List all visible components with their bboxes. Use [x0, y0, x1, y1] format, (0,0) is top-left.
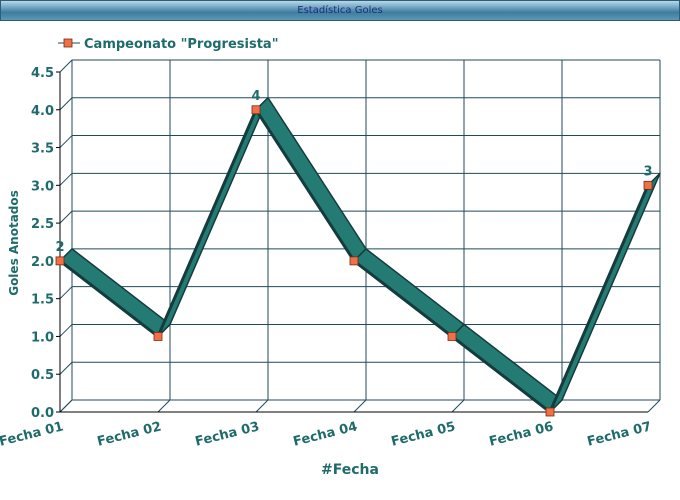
data-label: 3	[643, 164, 652, 179]
y-tick-label: 1.5	[31, 293, 54, 308]
series-line-segment	[59, 248, 171, 338]
data-label: 2	[55, 240, 64, 255]
plot-area: 0.0 0.5 1.0 1.5 2.0 2.5 3.0 3.5 4.0 4.5 Fecha 01 Fe…	[0, 59, 661, 450]
legend: Campeonato "Progresista"	[58, 37, 278, 52]
data-point-marker	[349, 256, 359, 266]
floor-depth-line	[353, 399, 367, 413]
x-axis-title: #Fecha	[321, 462, 379, 478]
floor-depth-line	[157, 399, 171, 413]
floor-depth-line	[647, 399, 661, 413]
series-line-segment	[353, 248, 465, 338]
y-tick-label: 1.0	[31, 330, 54, 345]
y-tick-label: 3.5	[31, 142, 54, 157]
y-tick-label: 0.0	[31, 406, 54, 421]
window-title: Estadística Goles	[297, 5, 383, 16]
wall-depth-line	[59, 135, 73, 148]
y-axis-title: Goles Anotados	[7, 190, 21, 296]
floor-depth-line	[255, 399, 269, 413]
y-tick-label: 2.5	[31, 217, 54, 232]
legend-label: Campeonato "Progresista"	[84, 37, 278, 52]
x-tick-label: Fecha 06	[488, 419, 555, 449]
floor-depth-line	[451, 399, 465, 413]
x-tick-label: Fecha 07	[586, 419, 653, 449]
wall-depth-line	[59, 286, 73, 300]
wall-depth-line	[59, 399, 73, 413]
y-tick-label: 3.0	[31, 179, 54, 194]
wall-depth-line	[59, 361, 73, 375]
wall-depth-line	[59, 172, 73, 186]
y-tick-label: 4.0	[31, 104, 54, 119]
wall-depth-line	[59, 97, 73, 111]
x-tick-label: Fecha 01	[0, 419, 65, 449]
series-line-segment	[255, 97, 367, 262]
y-tick-label: 2.0	[31, 255, 54, 270]
x-tick-label: Fecha 02	[96, 419, 163, 449]
wall-depth-line	[59, 210, 73, 224]
data-label: 4	[251, 89, 260, 104]
data-point-marker	[55, 256, 65, 266]
x-tick-label: Fecha 03	[194, 419, 261, 449]
wall-depth-line	[59, 59, 73, 73]
x-tick-label: Fecha 05	[390, 419, 457, 449]
data-point-marker	[153, 332, 163, 341]
data-point-marker	[545, 407, 555, 417]
wall-depth-line	[59, 324, 73, 337]
series-line-segment	[451, 323, 563, 413]
data-point-marker	[643, 180, 653, 190]
x-tick-label: Fecha 04	[292, 419, 359, 449]
y-tick-label: 0.5	[31, 368, 54, 383]
y-tick-label: 4.5	[31, 66, 54, 81]
data-point-marker	[447, 332, 457, 341]
legend-marker	[63, 38, 73, 48]
data-point-marker	[251, 105, 261, 115]
